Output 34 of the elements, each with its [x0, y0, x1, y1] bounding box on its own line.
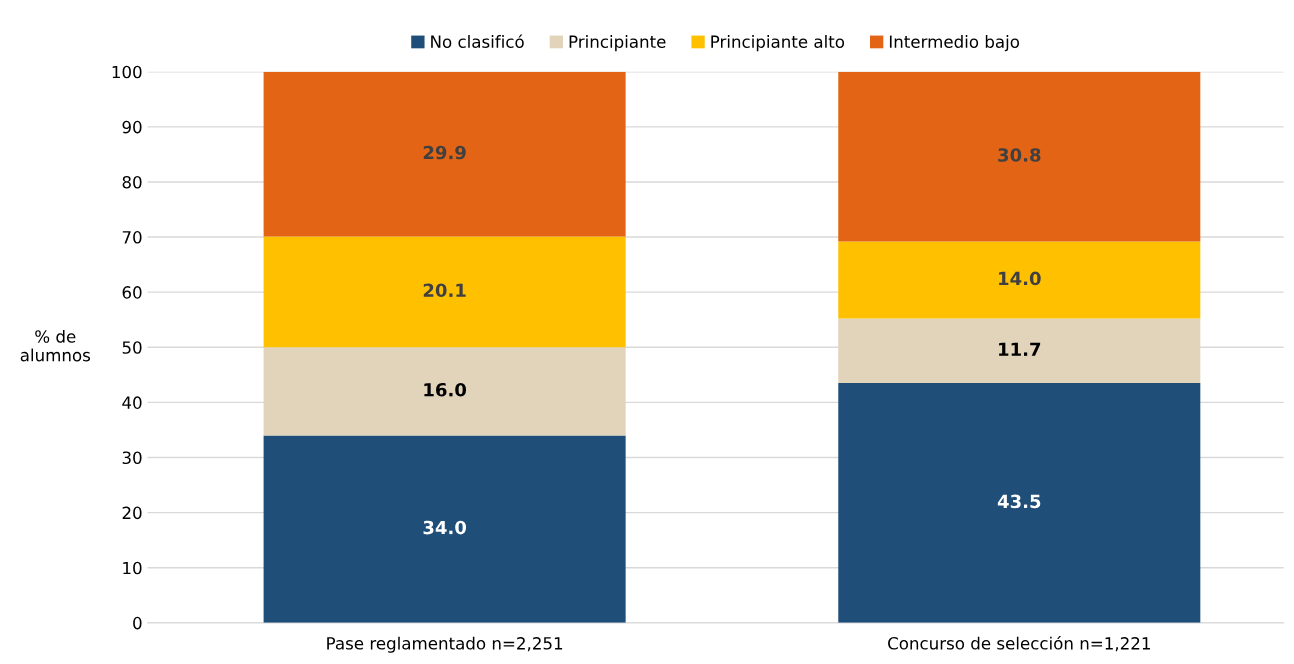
bar [263, 71, 626, 237]
bar [263, 236, 626, 348]
y-tick-label: 90 [122, 120, 142, 134]
data-label: 16.0 [424, 382, 467, 397]
data-label: 30.8 [998, 148, 1041, 162]
y-tick-label: 70 [122, 231, 142, 244]
bar [838, 318, 1201, 384]
x-tick-label: Concurso de selección n=1,221 [888, 636, 1150, 652]
bar [838, 71, 1201, 242]
data-label: 29.9 [423, 145, 466, 160]
y-tick-label: 50 [122, 341, 142, 354]
y-tick-label: 40 [122, 396, 142, 409]
data-label: 14.0 [999, 271, 1041, 286]
data-label: 43.5 [997, 494, 1041, 509]
bar [263, 435, 626, 623]
data-label: 34.0 [423, 520, 467, 535]
y-tick-label: 80 [122, 175, 142, 189]
legend-label: Principiante [569, 35, 666, 52]
bar [263, 347, 626, 436]
data-label: 11.7 [999, 342, 1041, 356]
y-tick-label: 100 [112, 65, 142, 79]
bar [838, 241, 1201, 319]
y-axis-title: % de alumnos [20, 329, 91, 362]
legend-label: No clasificó [431, 34, 524, 48]
y-tick-label: 20 [122, 506, 142, 520]
y-tick-label: 60 [122, 286, 142, 299]
legend-label: Principiante alto [711, 35, 845, 52]
x-tick-label: Pase reglamentado n=2,251 [327, 636, 563, 653]
legend-label: Intermedio bajo [889, 35, 1020, 52]
y-tick-label: 30 [122, 451, 142, 465]
data-label: 20.1 [423, 283, 466, 298]
bar [838, 383, 1201, 623]
y-tick-label: 0 [133, 616, 142, 630]
y-tick-label: 10 [123, 561, 142, 575]
